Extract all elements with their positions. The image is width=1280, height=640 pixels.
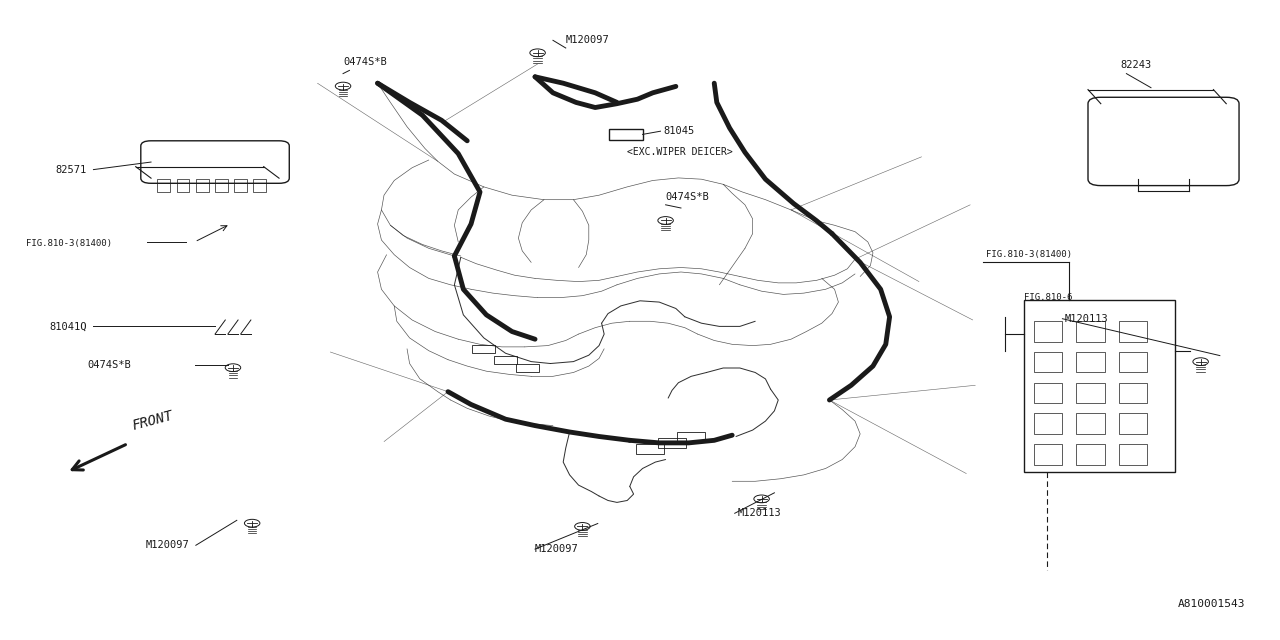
Bar <box>677 431 705 442</box>
Text: 0474S*B: 0474S*B <box>666 191 709 202</box>
Text: 81045: 81045 <box>663 126 694 136</box>
Bar <box>494 356 517 364</box>
Bar <box>1119 352 1147 372</box>
Bar <box>1076 383 1105 403</box>
FancyBboxPatch shape <box>1088 97 1239 186</box>
Bar <box>472 345 495 353</box>
Bar <box>1034 321 1062 342</box>
Text: A810001543: A810001543 <box>1178 599 1245 609</box>
Text: 82243: 82243 <box>1120 60 1151 70</box>
Text: M120113: M120113 <box>1065 314 1108 324</box>
Bar <box>609 129 643 140</box>
FancyBboxPatch shape <box>141 141 289 183</box>
Bar <box>1119 321 1147 342</box>
Text: M120097: M120097 <box>146 540 189 550</box>
Bar <box>1119 444 1147 465</box>
Bar <box>658 438 686 448</box>
Bar <box>215 179 228 192</box>
Text: 0474S*B: 0474S*B <box>87 360 131 370</box>
Text: FIG.810-3(81400): FIG.810-3(81400) <box>26 239 111 248</box>
Text: FRONT: FRONT <box>131 408 174 433</box>
Bar <box>1119 413 1147 434</box>
Text: M120097: M120097 <box>535 544 579 554</box>
Bar <box>1024 300 1175 472</box>
Bar <box>1076 352 1105 372</box>
Bar <box>234 179 247 192</box>
Text: FIG.810-3(81400): FIG.810-3(81400) <box>986 250 1071 259</box>
Bar <box>516 364 539 372</box>
Bar <box>1076 321 1105 342</box>
Bar <box>636 444 664 454</box>
Bar <box>1076 444 1105 465</box>
Text: FIG.810-6: FIG.810-6 <box>1024 293 1073 302</box>
Bar <box>177 179 189 192</box>
Text: M120113: M120113 <box>737 508 781 518</box>
Bar <box>196 179 209 192</box>
Text: <EXC.WIPER DEICER>: <EXC.WIPER DEICER> <box>627 147 733 157</box>
Bar <box>253 179 266 192</box>
Text: 0474S*B: 0474S*B <box>343 57 387 67</box>
Bar <box>1076 413 1105 434</box>
Bar <box>1034 413 1062 434</box>
Bar <box>1034 352 1062 372</box>
Bar <box>1034 444 1062 465</box>
Text: M120097: M120097 <box>566 35 609 45</box>
Text: 81041Q: 81041Q <box>50 321 87 332</box>
Bar <box>157 179 170 192</box>
Text: 82571: 82571 <box>56 164 87 175</box>
Bar <box>1119 383 1147 403</box>
Bar <box>1034 383 1062 403</box>
